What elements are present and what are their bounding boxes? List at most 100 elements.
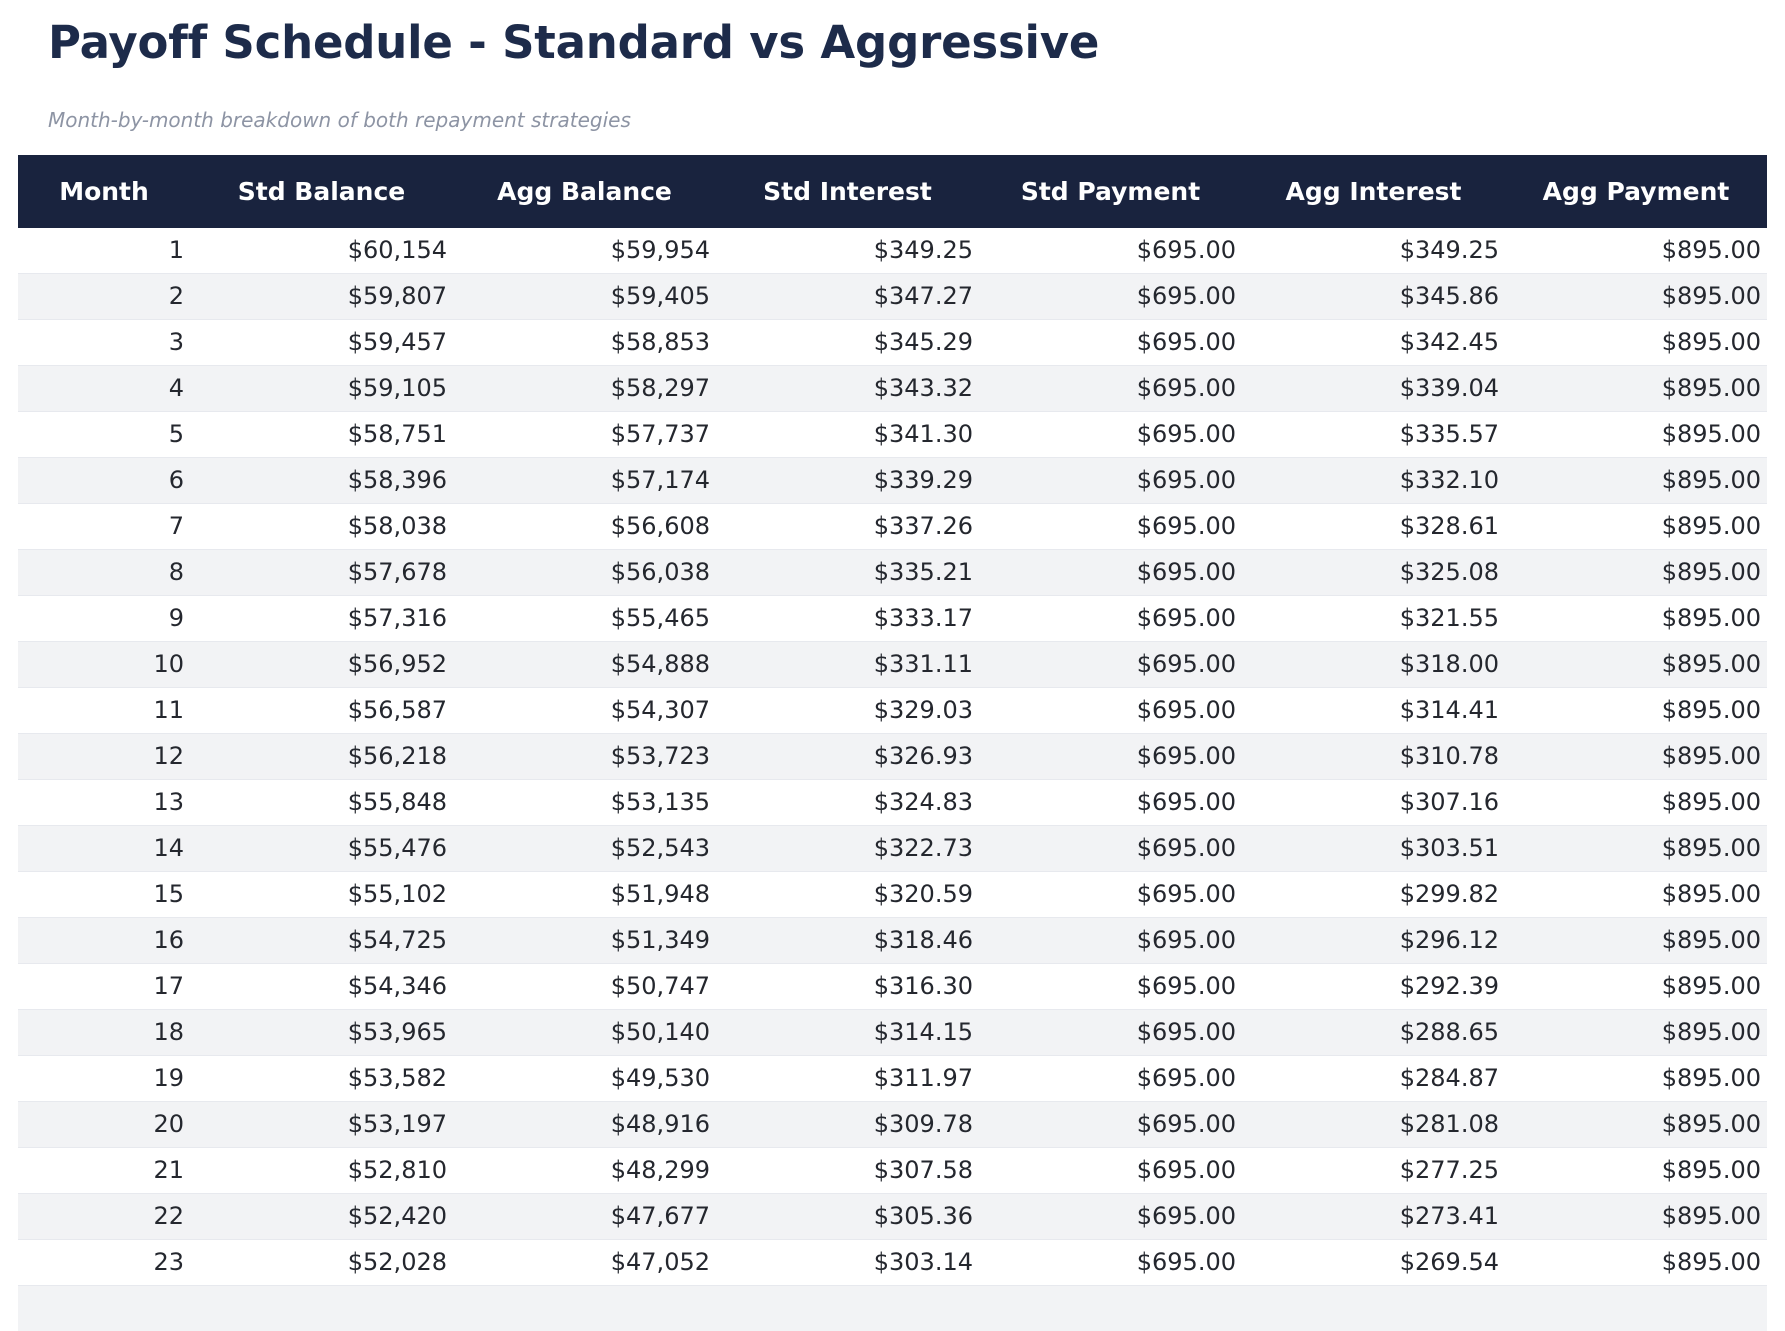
cell: 16 (18, 918, 190, 964)
cell: $321.55 (1242, 596, 1505, 642)
cell: $52,810 (190, 1148, 453, 1194)
cell: $695.00 (979, 734, 1242, 780)
cell: $59,457 (190, 320, 453, 366)
cell: $277.25 (1242, 1148, 1505, 1194)
table-body: 1$60,154$59,954$349.25$695.00$349.25$895… (18, 228, 1767, 1331)
cell: $332.10 (1242, 458, 1505, 504)
cell: $55,848 (190, 780, 453, 826)
cell: $345.86 (1242, 274, 1505, 320)
cell: 4 (18, 366, 190, 412)
cell-empty (1242, 1286, 1505, 1331)
cell: 20 (18, 1102, 190, 1148)
table-row: 21$52,810$48,299$307.58$695.00$277.25$89… (18, 1148, 1767, 1194)
cell: $895.00 (1505, 596, 1767, 642)
cell: $310.78 (1242, 734, 1505, 780)
table-row: 7$58,038$56,608$337.26$695.00$328.61$895… (18, 504, 1767, 550)
cell: $895.00 (1505, 780, 1767, 826)
column-header-std-interest: Std Interest (716, 155, 979, 228)
cell: $895.00 (1505, 228, 1767, 274)
cell: $895.00 (1505, 274, 1767, 320)
cell: 17 (18, 964, 190, 1010)
page-title: Payoff Schedule - Standard vs Aggressive (48, 0, 1767, 72)
cell: $895.00 (1505, 872, 1767, 918)
cell: $296.12 (1242, 918, 1505, 964)
cell: $695.00 (979, 964, 1242, 1010)
cell: $59,105 (190, 366, 453, 412)
cell-empty (18, 1286, 190, 1331)
table-row: 5$58,751$57,737$341.30$695.00$335.57$895… (18, 412, 1767, 458)
cell: $343.32 (716, 366, 979, 412)
cell: $895.00 (1505, 320, 1767, 366)
table-row: 8$57,678$56,038$335.21$695.00$325.08$895… (18, 550, 1767, 596)
cell: $56,218 (190, 734, 453, 780)
column-header-std-balance: Std Balance (190, 155, 453, 228)
cell: $307.16 (1242, 780, 1505, 826)
cell: $695.00 (979, 1056, 1242, 1102)
cell: $695.00 (979, 596, 1242, 642)
cell: 5 (18, 412, 190, 458)
table-row: 22$52,420$47,677$305.36$695.00$273.41$89… (18, 1194, 1767, 1240)
cell: 23 (18, 1240, 190, 1286)
cell: $58,751 (190, 412, 453, 458)
cell: $51,349 (453, 918, 716, 964)
cell: $895.00 (1505, 1010, 1767, 1056)
cell: $54,888 (453, 642, 716, 688)
table-row: 2$59,807$59,405$347.27$695.00$345.86$895… (18, 274, 1767, 320)
cell: $895.00 (1505, 734, 1767, 780)
cell: $48,916 (453, 1102, 716, 1148)
cell: $54,307 (453, 688, 716, 734)
cell: $695.00 (979, 918, 1242, 964)
cell: $57,174 (453, 458, 716, 504)
cell: $695.00 (979, 780, 1242, 826)
cell: $895.00 (1505, 688, 1767, 734)
cell: $54,725 (190, 918, 453, 964)
cell: $55,465 (453, 596, 716, 642)
cell: $695.00 (979, 1148, 1242, 1194)
cell: $339.04 (1242, 366, 1505, 412)
cell: 11 (18, 688, 190, 734)
cell: $325.08 (1242, 550, 1505, 596)
table-row: 3$59,457$58,853$345.29$695.00$342.45$895… (18, 320, 1767, 366)
cell: $895.00 (1505, 366, 1767, 412)
cell: $58,297 (453, 366, 716, 412)
cell: $57,678 (190, 550, 453, 596)
cell: $54,346 (190, 964, 453, 1010)
cell: $49,530 (453, 1056, 716, 1102)
cell: $50,140 (453, 1010, 716, 1056)
column-header-agg-balance: Agg Balance (453, 155, 716, 228)
cell: $695.00 (979, 550, 1242, 596)
cell-empty (453, 1286, 716, 1331)
cell: $895.00 (1505, 918, 1767, 964)
cell: $55,476 (190, 826, 453, 872)
cell: $695.00 (979, 1240, 1242, 1286)
cell: $324.83 (716, 780, 979, 826)
cell: $57,316 (190, 596, 453, 642)
cell: $895.00 (1505, 458, 1767, 504)
cell: $695.00 (979, 320, 1242, 366)
cell: $52,420 (190, 1194, 453, 1240)
cell: $50,747 (453, 964, 716, 1010)
cell: 22 (18, 1194, 190, 1240)
cell: 12 (18, 734, 190, 780)
cell: $695.00 (979, 826, 1242, 872)
cell: $895.00 (1505, 550, 1767, 596)
cell: $273.41 (1242, 1194, 1505, 1240)
cell: $895.00 (1505, 964, 1767, 1010)
cell: $47,677 (453, 1194, 716, 1240)
cell: $695.00 (979, 688, 1242, 734)
column-header-agg-payment: Agg Payment (1505, 155, 1767, 228)
cell: $333.17 (716, 596, 979, 642)
cell: $53,135 (453, 780, 716, 826)
cell: $269.54 (1242, 1240, 1505, 1286)
cell: $318.46 (716, 918, 979, 964)
cell-empty (716, 1286, 979, 1331)
cell-empty (979, 1286, 1242, 1331)
cell: $349.25 (716, 228, 979, 274)
cell: $58,853 (453, 320, 716, 366)
cell-empty (190, 1286, 453, 1331)
table-row: 4$59,105$58,297$343.32$695.00$339.04$895… (18, 366, 1767, 412)
table-row: 1$60,154$59,954$349.25$695.00$349.25$895… (18, 228, 1767, 274)
cell: $56,608 (453, 504, 716, 550)
table-row: 16$54,725$51,349$318.46$695.00$296.12$89… (18, 918, 1767, 964)
